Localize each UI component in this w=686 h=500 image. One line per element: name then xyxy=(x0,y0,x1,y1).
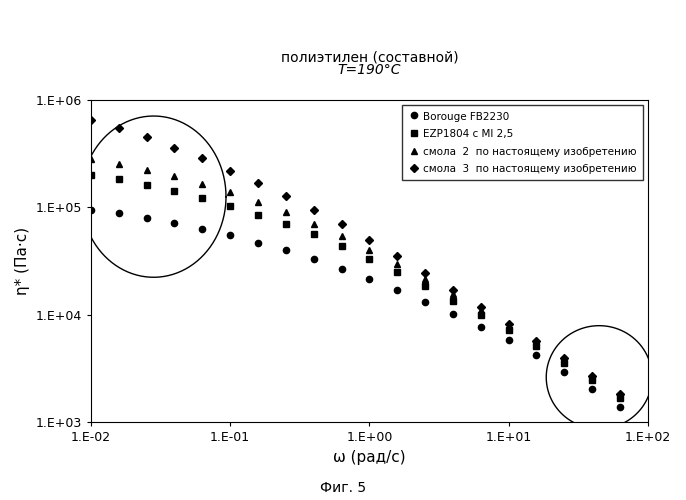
EZP1804 с MI 2,5 xyxy=(560,360,569,366)
смола  3  по настоящему изобретению xyxy=(198,156,206,162)
Borouge FB2230 xyxy=(170,220,178,226)
смола  2  по настоящему изобретению xyxy=(449,292,457,298)
смола  3  по настоящему изобретению xyxy=(477,304,485,310)
Borouge FB2230 xyxy=(87,207,95,213)
смола  3  по настоящему изобретению xyxy=(282,193,290,199)
Borouge FB2230 xyxy=(226,232,235,238)
Line: смола  3  по настоящему изобретению: смола 3 по настоящему изобретению xyxy=(88,117,623,396)
EZP1804 с MI 2,5 xyxy=(366,256,374,262)
Borouge FB2230 xyxy=(338,266,346,272)
смола  2  по настоящему изобретению xyxy=(309,221,318,227)
смола  3  по настоящему изобретению xyxy=(309,207,318,213)
Borouge FB2230 xyxy=(143,215,151,221)
EZP1804 с MI 2,5 xyxy=(143,182,151,188)
Borouge FB2230 xyxy=(309,256,318,262)
смола  2  по настоящему изобретению xyxy=(393,262,401,268)
смола  3  по настоящему изобретению xyxy=(226,168,235,173)
смола  2  по настоящему изобретению xyxy=(477,307,485,313)
смола  3  по настоящему изобретению xyxy=(115,125,123,131)
EZP1804 с MI 2,5 xyxy=(532,344,541,349)
смола  3  по настоящему изобретению xyxy=(338,221,346,227)
Borouge FB2230 xyxy=(588,386,596,392)
смола  3  по настоящему изобретению xyxy=(616,390,624,396)
Borouge FB2230 xyxy=(198,226,206,232)
смола  3  по настоящему изобретению xyxy=(87,117,95,123)
EZP1804 с MI 2,5 xyxy=(616,395,624,401)
EZP1804 с MI 2,5 xyxy=(421,283,429,289)
Line: смола  2  по настоящему изобретению: смола 2 по настоящему изобретению xyxy=(88,156,623,398)
смола  2  по настоящему изобретению xyxy=(87,156,95,162)
смола  3  по настоящему изобретению xyxy=(588,372,596,378)
смола  2  по настоящему изобретению xyxy=(254,198,262,204)
смола  3  по настоящему изобретению xyxy=(449,287,457,293)
Borouge FB2230 xyxy=(115,210,123,216)
смола  2  по настоящему изобретению xyxy=(421,276,429,282)
смола  3  по настоящему изобретению xyxy=(504,321,512,327)
смола  3  по настоящему изобретению xyxy=(393,254,401,260)
смола  2  по настоящему изобретению xyxy=(560,356,569,362)
EZP1804 с MI 2,5 xyxy=(504,327,512,333)
EZP1804 с MI 2,5 xyxy=(393,269,401,275)
EZP1804 с MI 2,5 xyxy=(254,212,262,218)
Borouge FB2230 xyxy=(504,338,512,344)
смола  2  по настоящему изобретению xyxy=(338,233,346,239)
смола  2  по настоящему изобретению xyxy=(115,160,123,166)
смола  3  по настоящему изобретению xyxy=(143,134,151,140)
Text: Фиг. 5: Фиг. 5 xyxy=(320,481,366,495)
EZP1804 с MI 2,5 xyxy=(338,242,346,248)
смола  2  по настоящему изобретению xyxy=(616,392,624,398)
EZP1804 с MI 2,5 xyxy=(309,232,318,237)
Borouge FB2230 xyxy=(449,311,457,317)
X-axis label: ω (рад/с): ω (рад/с) xyxy=(333,450,405,465)
Borouge FB2230 xyxy=(532,352,541,358)
Borouge FB2230 xyxy=(366,276,374,282)
смола  2  по настоящему изобретению xyxy=(588,374,596,380)
EZP1804 с MI 2,5 xyxy=(588,376,596,382)
смола  2  по настоящему изобретению xyxy=(504,323,512,329)
Borouge FB2230 xyxy=(393,287,401,293)
смола  3  по настоящему изобретению xyxy=(560,356,569,362)
смола  3  по настоящему изобретению xyxy=(254,180,262,186)
Borouge FB2230 xyxy=(421,298,429,304)
смола  3  по настоящему изобретению xyxy=(421,270,429,276)
смола  2  по настоящему изобретению xyxy=(143,166,151,172)
смола  2  по настоящему изобретению xyxy=(226,190,235,196)
EZP1804 с MI 2,5 xyxy=(115,176,123,182)
EZP1804 с MI 2,5 xyxy=(226,203,235,209)
Text: T=190°C: T=190°C xyxy=(338,64,401,78)
EZP1804 с MI 2,5 xyxy=(282,221,290,227)
Borouge FB2230 xyxy=(560,369,569,375)
смола  3  по настоящему изобретению xyxy=(366,237,374,243)
Borouge FB2230 xyxy=(616,404,624,410)
EZP1804 с MI 2,5 xyxy=(449,298,457,304)
Line: EZP1804 с MI 2,5: EZP1804 с MI 2,5 xyxy=(88,172,623,402)
EZP1804 с MI 2,5 xyxy=(477,312,485,318)
смола  2  по настоящему изобретению xyxy=(282,210,290,216)
смола  2  по настоящему изобретению xyxy=(532,340,541,345)
смола  3  по настоящему изобретению xyxy=(532,338,541,344)
смола  2  по настоящему изобретению xyxy=(198,181,206,187)
Borouge FB2230 xyxy=(477,324,485,330)
смола  3  по настоящему изобретению xyxy=(170,144,178,150)
Y-axis label: η* (Па·с): η* (Па·с) xyxy=(15,227,30,295)
Borouge FB2230 xyxy=(254,240,262,246)
Title: полиэтилен (составной): полиэтилен (составной) xyxy=(281,50,458,64)
смола  2  по настоящему изобретению xyxy=(170,173,178,179)
Line: Borouge FB2230: Borouge FB2230 xyxy=(88,206,623,410)
EZP1804 с MI 2,5 xyxy=(198,195,206,201)
Borouge FB2230 xyxy=(282,247,290,253)
EZP1804 с MI 2,5 xyxy=(170,188,178,194)
смола  2  по настоящему изобретению xyxy=(366,247,374,253)
EZP1804 с MI 2,5 xyxy=(87,172,95,178)
Legend: Borouge FB2230, EZP1804 с MI 2,5, смола  2  по настоящему изобретению, смола  3 : Borouge FB2230, EZP1804 с MI 2,5, смола … xyxy=(402,105,643,180)
